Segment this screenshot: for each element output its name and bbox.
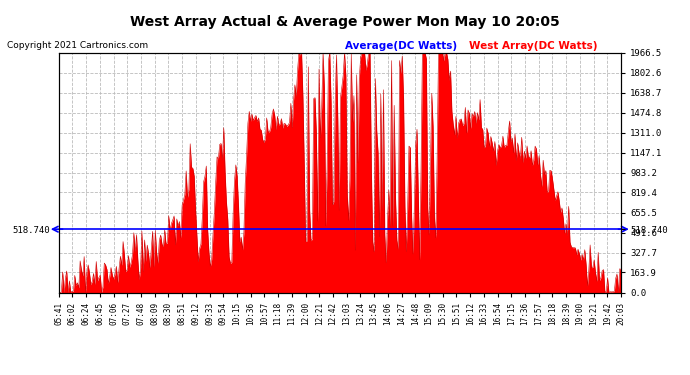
Text: West Array(DC Watts): West Array(DC Watts) [469,41,598,51]
Text: Copyright 2021 Cartronics.com: Copyright 2021 Cartronics.com [7,41,148,50]
Text: West Array Actual & Average Power Mon May 10 20:05: West Array Actual & Average Power Mon Ma… [130,15,560,29]
Text: Average(DC Watts): Average(DC Watts) [345,41,457,51]
